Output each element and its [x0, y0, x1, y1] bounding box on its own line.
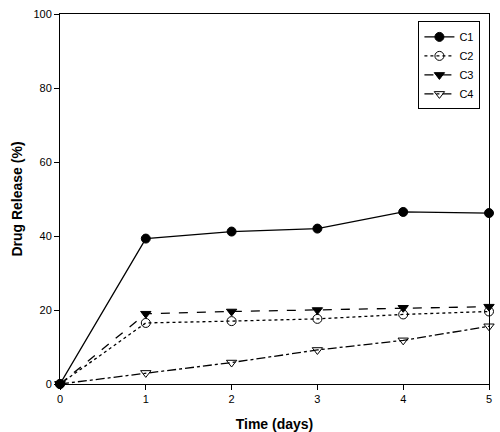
svg-text:1: 1 [143, 393, 149, 405]
svg-text:80: 80 [40, 82, 52, 94]
svg-text:C4: C4 [459, 88, 473, 100]
svg-text:100: 100 [33, 8, 51, 20]
svg-text:5: 5 [486, 393, 492, 405]
svg-text:Drug Release (%): Drug Release (%) [9, 141, 25, 256]
svg-text:0: 0 [57, 393, 63, 405]
svg-text:2: 2 [229, 393, 235, 405]
svg-text:20: 20 [40, 304, 52, 316]
svg-text:Time (days): Time (days) [236, 416, 314, 432]
svg-text:40: 40 [40, 230, 52, 242]
svg-text:3: 3 [314, 393, 320, 405]
svg-text:0: 0 [46, 378, 52, 390]
svg-text:C1: C1 [459, 31, 473, 43]
svg-text:60: 60 [40, 156, 52, 168]
svg-text:C3: C3 [459, 69, 473, 81]
svg-text:4: 4 [400, 393, 406, 405]
svg-text:C2: C2 [459, 50, 473, 62]
